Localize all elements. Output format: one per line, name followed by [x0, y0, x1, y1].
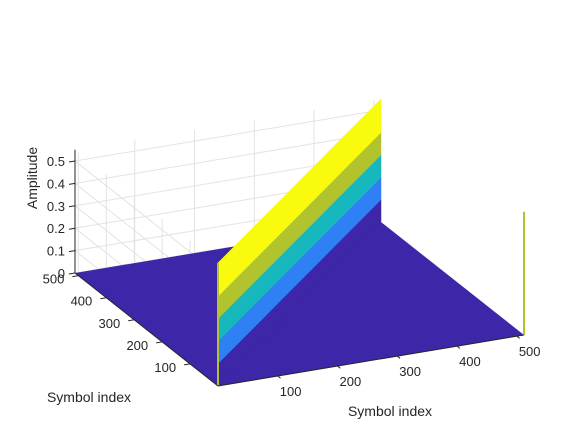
- x-tick-mark: [277, 375, 281, 379]
- x-tick-mark: [456, 345, 461, 349]
- y-tick-label: 300: [99, 316, 121, 331]
- x-tick-mark: [516, 335, 520, 339]
- labels-layer: Amplitude Symbol index Symbol index 100 2…: [24, 147, 541, 419]
- y-tick-label: 200: [126, 338, 148, 353]
- x-tick-mark: [396, 355, 401, 359]
- x-tick-label: 500: [519, 344, 541, 359]
- z-tick-mark: [68, 227, 76, 230]
- z-tick-label: 0.4: [47, 176, 65, 191]
- x-tick-label: 200: [340, 374, 362, 389]
- x-tick-label: 400: [459, 354, 481, 369]
- y-tick-label: 100: [154, 360, 176, 375]
- y-axis-line: [74, 272, 219, 387]
- x-tick-label: 100: [280, 384, 302, 399]
- z-tick-label: 0.2: [47, 221, 65, 236]
- x-axis-line: [217, 334, 525, 387]
- y-tick-label: 400: [71, 294, 93, 309]
- x-tick-label: 300: [399, 364, 421, 379]
- y-tick-mark: [156, 341, 163, 344]
- z-tick-mark: [68, 250, 76, 253]
- y-axis-label: Symbol index: [47, 389, 131, 405]
- z-tick-label: 0.5: [47, 154, 65, 169]
- y-tick-mark: [184, 363, 191, 366]
- y-tick-mark: [128, 319, 135, 322]
- z-tick-mark: [68, 160, 76, 163]
- z-tick-mark: [68, 182, 76, 185]
- axes-layer: [68, 149, 525, 387]
- z-tick-label: 0.3: [47, 199, 65, 214]
- y-tick-mark: [72, 275, 79, 278]
- ridge-layer: [217, 98, 525, 387]
- z-tick-mark: [68, 272, 76, 275]
- y-tick-mark: [100, 297, 107, 300]
- z-axis-label: Amplitude: [24, 147, 40, 209]
- z-tick-mark: [68, 205, 76, 208]
- x-tick-mark: [337, 365, 341, 369]
- z-tick-label: 0.1: [47, 244, 65, 259]
- x-axis-label: Symbol index: [348, 403, 432, 419]
- z-tick-label: 0: [58, 266, 65, 281]
- y-tick-label: 500: [43, 272, 65, 287]
